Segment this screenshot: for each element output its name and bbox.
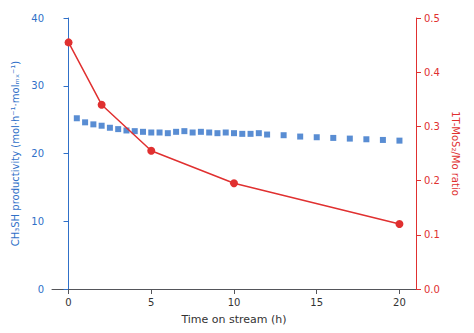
svg-text:0.1: 0.1 (424, 229, 440, 240)
svg-text:40: 40 (31, 13, 44, 24)
svg-text:30: 30 (31, 80, 44, 91)
svg-text:0: 0 (38, 284, 44, 295)
svg-text:0: 0 (65, 297, 71, 308)
svg-text:15: 15 (310, 297, 323, 308)
svg-text:0.2: 0.2 (424, 175, 440, 186)
svg-text:10: 10 (228, 297, 241, 308)
svg-text:5: 5 (148, 297, 154, 308)
svg-text:CH₃SH productivity (mol·h⁻¹·mo: CH₃SH productivity (mol·h⁻¹·molₘₓ⁻¹) (10, 61, 21, 247)
svg-text:0.0: 0.0 (424, 284, 440, 295)
svg-text:10: 10 (31, 216, 44, 227)
svg-text:20: 20 (393, 297, 406, 308)
svg-text:Time on stream (h): Time on stream (h) (180, 313, 286, 326)
svg-text:0.4: 0.4 (424, 67, 440, 78)
svg-text:0.3: 0.3 (424, 121, 440, 132)
svg-text:0.5: 0.5 (424, 13, 440, 24)
svg-text:20: 20 (31, 148, 44, 159)
svg-text:1T-MoS₂/Mo ratio: 1T-MoS₂/Mo ratio (450, 111, 461, 196)
